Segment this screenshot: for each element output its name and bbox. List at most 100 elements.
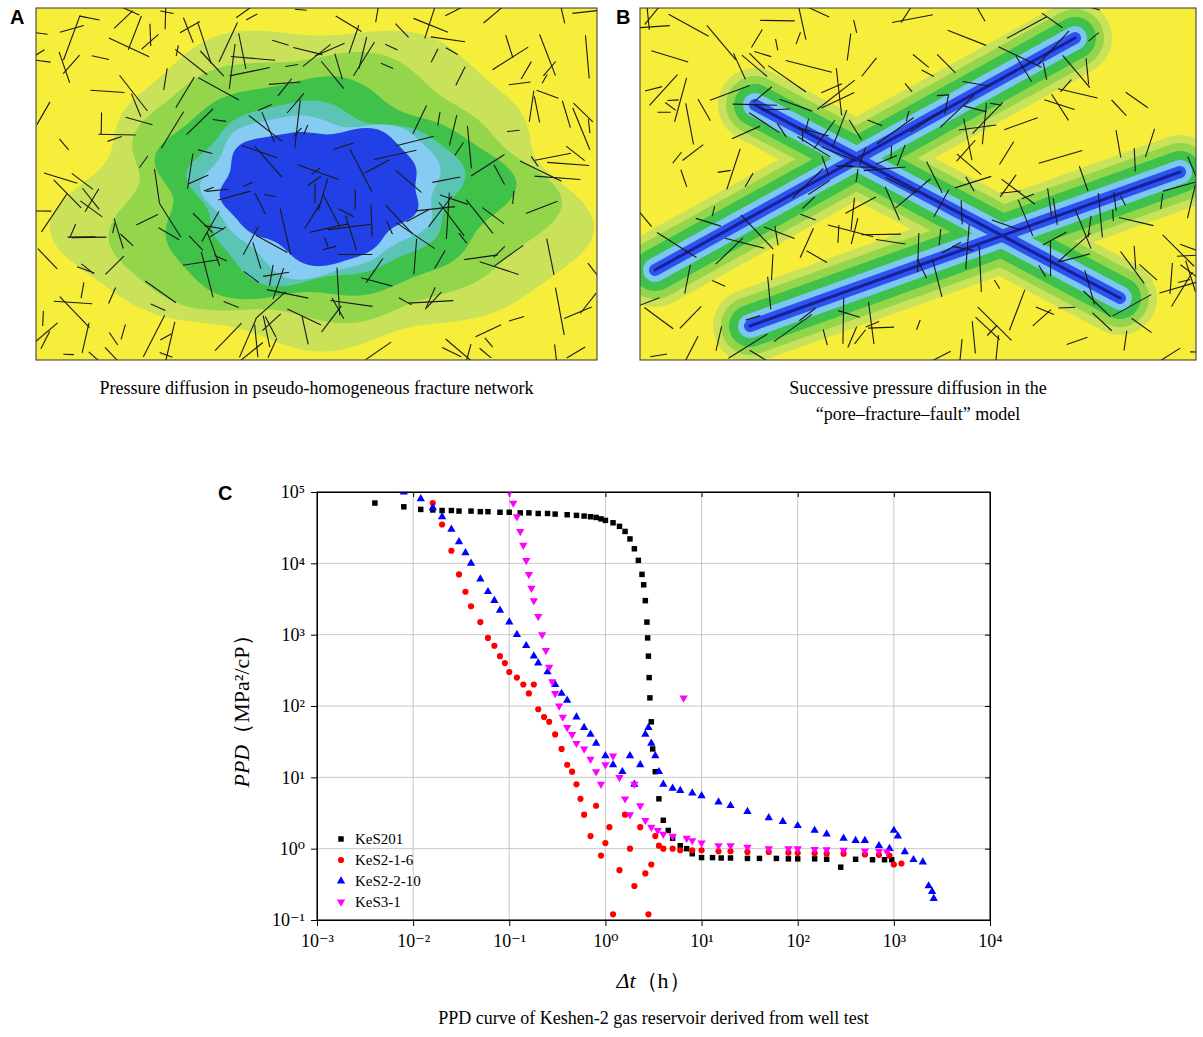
- plot-area: [372, 492, 938, 917]
- fracture: [1009, 290, 1024, 330]
- fracture: [588, 119, 590, 133]
- fracture: [645, 8, 668, 24]
- data-point: [606, 824, 612, 830]
- fracture: [255, 193, 266, 214]
- grid-line-y: [317, 706, 990, 707]
- fracture: [295, 100, 300, 148]
- tick: [798, 492, 799, 497]
- tick-label: 10⁻¹: [272, 910, 305, 930]
- data-point: [572, 712, 580, 719]
- data-point: [743, 845, 751, 852]
- grid: [317, 492, 990, 920]
- fracture: [780, 99, 813, 111]
- data-point: [697, 791, 705, 798]
- fracture: [350, 149, 372, 191]
- data-point: [639, 572, 644, 577]
- data-point: [455, 537, 463, 544]
- data-point: [698, 847, 704, 853]
- fracture: [480, 348, 492, 358]
- data-point: [627, 536, 632, 541]
- fracture: [868, 302, 873, 344]
- data-point: [505, 492, 513, 497]
- fracture: [1163, 235, 1194, 266]
- fracture: [42, 193, 68, 231]
- fracture: [906, 111, 909, 122]
- fracture: [560, 8, 565, 23]
- fracture: [1163, 179, 1196, 191]
- fracture: [321, 61, 344, 88]
- data-point: [794, 821, 802, 828]
- fracture: [506, 35, 513, 57]
- fracture: [37, 102, 50, 125]
- tick-mark: [509, 920, 510, 926]
- fracture: [1016, 56, 1032, 82]
- data-point: [644, 619, 649, 624]
- fracture: [534, 96, 539, 122]
- fracture: [98, 134, 135, 136]
- fracture: [798, 137, 830, 157]
- fracture: [998, 47, 1041, 68]
- data-point: [765, 846, 773, 853]
- data-point: [795, 856, 800, 861]
- data-point: [636, 558, 641, 563]
- fracture: [698, 99, 710, 121]
- chart-title: PPD curve of Keshen-2 gas reservoir deri…: [438, 1008, 868, 1028]
- fracture: [754, 87, 772, 102]
- fracture: [1085, 270, 1095, 304]
- fracture: [1039, 265, 1046, 276]
- tick-label: 10⁻³: [301, 931, 335, 951]
- fracture: [847, 33, 851, 60]
- fracture: [1067, 337, 1088, 344]
- data-point: [679, 695, 687, 702]
- fracture: [957, 140, 976, 161]
- data-point: [513, 514, 521, 521]
- fracture: [712, 281, 725, 287]
- fracture: [1052, 94, 1069, 120]
- data-point: [485, 509, 490, 514]
- data-point: [765, 813, 773, 820]
- tick: 10¹: [282, 768, 317, 788]
- tick-mark: [311, 635, 317, 636]
- fracture: [239, 33, 246, 69]
- fracture: [543, 62, 555, 76]
- fault-diffusion: [750, 172, 1180, 326]
- fracture: [464, 255, 497, 260]
- data-point: [688, 788, 696, 795]
- tick: [985, 563, 990, 564]
- fracture: [640, 26, 670, 28]
- panel-background: [36, 8, 597, 360]
- fracture: [802, 197, 815, 209]
- tick: 10¹: [690, 920, 713, 951]
- tick: 10⁻¹: [493, 920, 526, 951]
- fracture: [1126, 92, 1148, 107]
- fracture: [1063, 55, 1090, 87]
- fracture: [364, 160, 389, 173]
- fracture: [534, 176, 580, 179]
- pressure-contour: [200, 115, 441, 279]
- fracture: [366, 342, 392, 360]
- legend-marker: [338, 836, 343, 841]
- data-point: [429, 503, 437, 510]
- fracture: [60, 297, 90, 328]
- data-point: [577, 796, 583, 802]
- fracture: [224, 302, 239, 308]
- data-point: [516, 529, 524, 536]
- fracture: [932, 259, 941, 297]
- fracture: [982, 103, 986, 144]
- fracture: [746, 316, 761, 321]
- tick: 10³: [282, 625, 317, 645]
- fracture: [210, 227, 226, 237]
- fracture: [877, 117, 914, 144]
- tick-label: 10³: [282, 625, 306, 645]
- fracture: [934, 190, 949, 217]
- fracture: [59, 139, 68, 150]
- fracture: [243, 227, 258, 255]
- data-point: [646, 653, 651, 658]
- fracture: [535, 153, 571, 160]
- data-point: [545, 665, 553, 672]
- tick-mark: [702, 492, 703, 497]
- fracture: [761, 109, 790, 110]
- fracture: [314, 183, 315, 203]
- fracture: [206, 189, 228, 191]
- fracture: [837, 225, 839, 243]
